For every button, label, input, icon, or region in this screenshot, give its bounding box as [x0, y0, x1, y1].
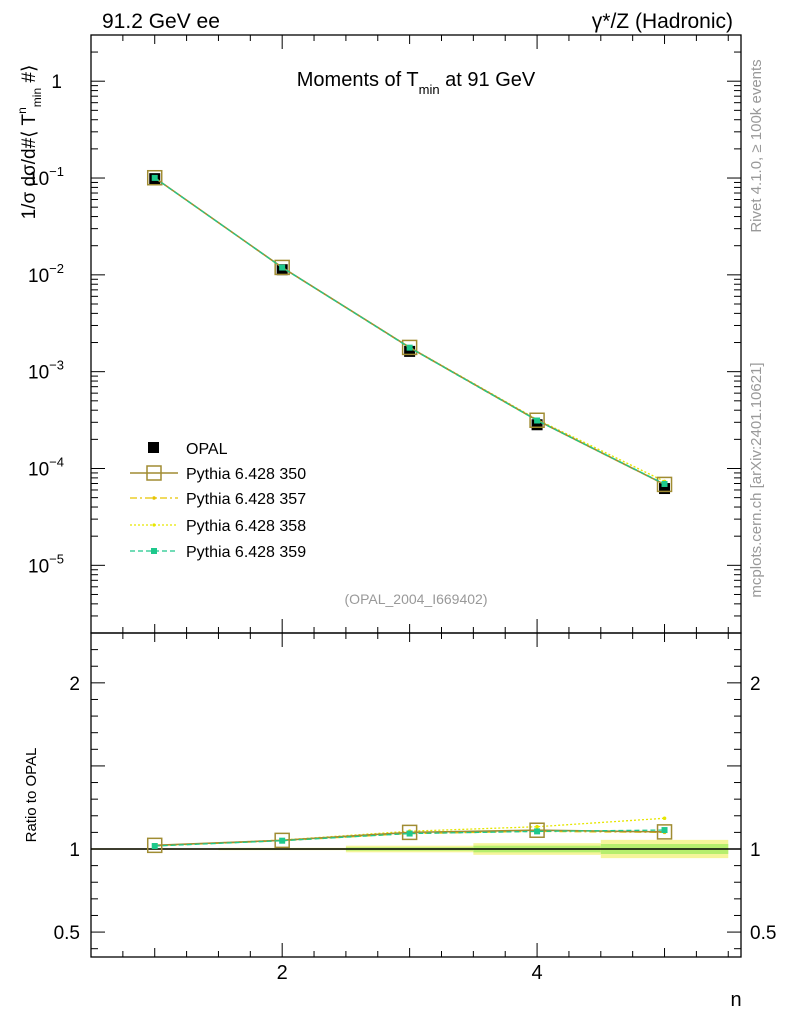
x-axis-label: n: [730, 989, 741, 1011]
ratio-point-p359: [151, 843, 158, 850]
ratio-point-p350: [656, 824, 673, 840]
opal-point: [531, 419, 543, 431]
main-point-p359: [151, 174, 158, 181]
legend-entry-p358: Pythia 6.428 358: [130, 518, 306, 535]
main-line-p350: [154, 177, 665, 486]
main-point-p359: [406, 344, 413, 351]
main-ytick-label: 10−5: [28, 551, 64, 577]
chart-title-sub: min: [419, 82, 440, 97]
axes: 1 10−1 10−2 10−3 10−4 10−5 2 4 2 2 1 1 0.5 0.5: [28, 34, 776, 984]
legend-label-opal: OPAL: [186, 441, 228, 458]
mcplots-label: mcplots.cern.ch [arXiv:2401.10621]: [748, 362, 765, 597]
ratio-point-p359: [534, 828, 541, 835]
xtick-label: 2: [277, 962, 288, 984]
xtick-label: 4: [532, 962, 543, 984]
main-point-p350: [529, 412, 545, 428]
legend-marker-p357: [152, 496, 156, 500]
ratio-point-p350: [146, 837, 163, 854]
ratio-line-p359: [154, 829, 665, 847]
main-point-p359: [279, 264, 286, 271]
energy-label: 91.2 GeV ee: [102, 10, 220, 33]
ratio-panel-marks: [146, 816, 673, 854]
legend-marker-p359: [151, 548, 157, 554]
main-ylabel: 1/σ dσ/d#⟨ Tnmin #⟩: [15, 65, 44, 220]
chart-title-suffix: at 91 GeV: [440, 69, 536, 91]
ratio-point-p359: [279, 837, 286, 844]
main-line-p359: [154, 177, 665, 485]
main-point-p359: [661, 480, 668, 487]
ratio-ytick-label-left: 1: [69, 840, 80, 861]
opal-point: [404, 345, 416, 357]
opal-point: [659, 483, 671, 495]
main-point-p350: [274, 259, 290, 276]
ratio-ytick-label-left: 2: [69, 674, 80, 695]
analysis-tag: (OPAL_2004_I669402): [345, 591, 488, 607]
legend-label-p357: Pythia 6.428 357: [186, 491, 306, 508]
main-point-p350: [146, 169, 163, 186]
ratio-point-p359: [661, 827, 668, 834]
legend-entry-p357: Pythia 6.428 357: [130, 491, 306, 508]
main-ytick-label: 10−1: [28, 164, 64, 190]
main-ytick-label: 1: [51, 72, 62, 93]
ratio-frame: [90, 632, 742, 958]
main-panel-marks: [146, 169, 673, 495]
legend-label-p350: Pythia 6.428 350: [186, 466, 306, 483]
main-line-p357: [154, 177, 665, 486]
legend-label-p358: Pythia 6.428 358: [186, 518, 306, 535]
legend-entry-p350: Pythia 6.428 350: [130, 465, 306, 483]
chart-title: Moments of Tmin at 91 GeV: [297, 69, 536, 97]
legend-entry-p359: Pythia 6.428 359: [130, 544, 306, 561]
ratio-point-p358: [535, 824, 539, 829]
ratio-point-p359: [406, 830, 413, 837]
ratio-ytick-label-right: 1: [750, 840, 761, 861]
legend-marker-opal: [148, 442, 159, 453]
main-point-p350: [401, 339, 418, 356]
main-ytick-label: 10−3: [28, 358, 64, 384]
legend-label-p359: Pythia 6.428 359: [186, 544, 306, 561]
legend-entry-opal: OPAL: [148, 441, 228, 458]
ratio-point-p358: [662, 816, 667, 821]
main-ytick-label: 10−4: [28, 454, 64, 480]
ratio-point-p350: [529, 822, 545, 838]
legend: OPAL Pythia 6.428 350 Pythia 6.428 357 P…: [130, 441, 306, 561]
main-line-p358: [154, 177, 665, 482]
ratio-point-p350: [401, 824, 418, 841]
ratio-ytick-label-left: 0.5: [54, 923, 80, 944]
ratio-ytick-label-right: 2: [750, 674, 761, 695]
legend-marker-p358: [152, 523, 156, 527]
ratio-uncertainty-band: [91, 839, 741, 859]
ratio-ylabel: Ratio to OPAL: [23, 748, 40, 843]
legend-marker-p350: [146, 465, 162, 481]
rivet-label: Rivet 4.1.0, ≥ 100k events: [748, 59, 765, 232]
main-point-p359: [534, 417, 541, 424]
process-label: γ*/Z (Hadronic): [592, 10, 733, 33]
main-ytick-label: 10−2: [28, 261, 64, 287]
ratio-ytick-label-right: 0.5: [750, 923, 776, 944]
main-point-p350: [656, 476, 673, 493]
